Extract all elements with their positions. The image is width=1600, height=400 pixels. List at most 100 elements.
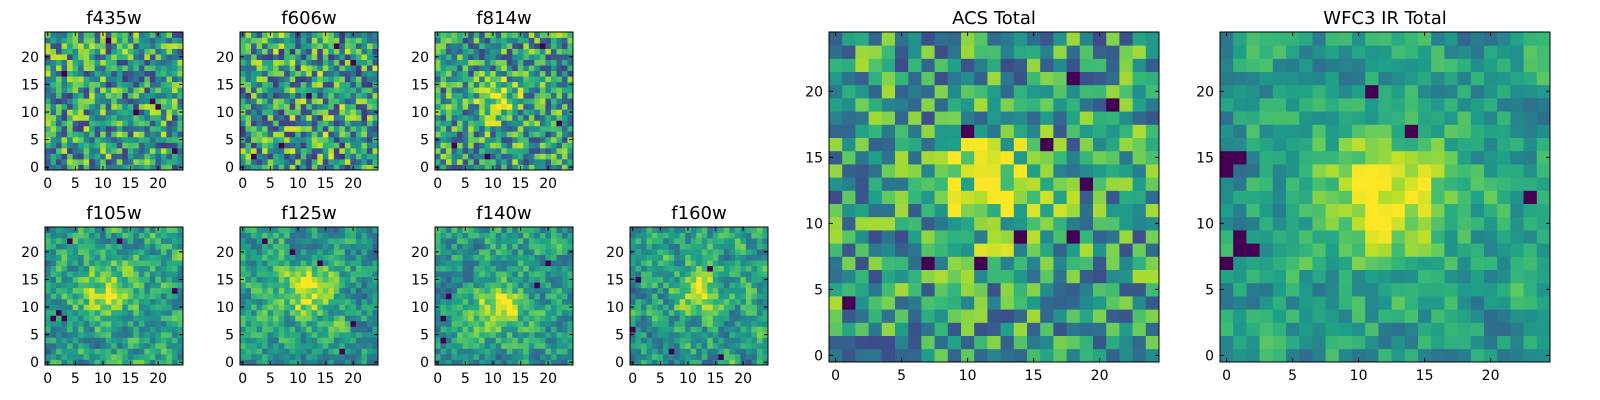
heatmap-cell <box>67 342 73 349</box>
heatmap-cell <box>284 298 291 305</box>
heatmap-cell <box>256 232 263 239</box>
heatmap-cell <box>50 249 57 255</box>
heatmap-cell <box>506 348 513 355</box>
heatmap-cell <box>517 98 524 105</box>
heatmap-cell <box>506 298 513 305</box>
heatmap-cell <box>723 260 730 267</box>
heatmap-cell <box>729 243 736 250</box>
heatmap-cell <box>251 359 257 366</box>
heatmap-cell <box>506 92 513 99</box>
heatmap-cell <box>1066 190 1081 204</box>
heatmap-cell <box>829 177 843 191</box>
heatmap-cell <box>495 260 502 267</box>
heatmap-cell <box>696 331 703 338</box>
heatmap-cell <box>550 76 557 83</box>
heatmap-cell <box>523 238 530 244</box>
heatmap-cell <box>122 359 129 366</box>
heatmap-cell <box>987 150 1001 165</box>
heatmap-cell <box>1066 309 1081 323</box>
heatmap-cell <box>685 326 692 333</box>
heatmap-cell <box>517 254 524 261</box>
heatmap-cell <box>111 158 118 165</box>
heatmap-cell <box>56 59 62 66</box>
heatmap-cell <box>127 37 134 44</box>
heatmap-cell <box>440 164 447 171</box>
heatmap-cell <box>155 136 162 143</box>
heatmap-cell <box>457 142 463 149</box>
heatmap-cell <box>479 254 486 261</box>
heatmap-cell <box>105 81 112 88</box>
heatmap-cell <box>72 54 79 60</box>
heatmap-cell <box>921 322 935 336</box>
heatmap-cell <box>1053 203 1067 218</box>
heatmap-cell <box>155 103 162 110</box>
heatmap-cell <box>116 43 123 49</box>
heatmap-cell <box>652 249 658 255</box>
heatmap-cell <box>473 37 480 44</box>
heatmap-cell <box>160 315 167 322</box>
heatmap-cell <box>512 249 519 255</box>
heatmap-cell <box>155 109 162 116</box>
heatmap-cell <box>289 232 296 239</box>
heatmap-cell <box>446 282 452 289</box>
heatmap-cell <box>295 136 302 143</box>
heatmap-cell <box>561 98 568 105</box>
heatmap-cell <box>567 260 574 267</box>
heatmap-cell <box>506 114 513 121</box>
heatmap-cell <box>67 298 73 305</box>
heatmap-cell <box>635 309 642 316</box>
heatmap-cell <box>61 254 68 261</box>
heatmap-cell <box>1079 269 1094 284</box>
heatmap-cell <box>350 353 357 360</box>
heatmap-cell <box>534 70 541 77</box>
heatmap-cell <box>322 353 329 360</box>
heatmap-cell <box>534 298 541 305</box>
heatmap-cell <box>350 81 357 88</box>
heatmap-cell <box>567 142 574 149</box>
heatmap-cell <box>457 298 463 305</box>
heatmap-cell <box>457 304 463 311</box>
heatmap-cell <box>366 315 373 322</box>
heatmap-cell <box>462 331 469 338</box>
heatmap-cell <box>512 260 519 267</box>
heatmap-cell <box>94 320 101 327</box>
heatmap-cell <box>78 76 85 83</box>
heatmap-cell <box>561 76 568 83</box>
heatmap-cell <box>56 120 62 127</box>
heatmap-cell <box>987 282 1001 297</box>
heatmap-cell <box>1132 348 1147 363</box>
heatmap-cell <box>652 260 658 267</box>
heatmap-cell <box>1132 190 1147 204</box>
heatmap-cell <box>674 293 681 300</box>
heatmap-cell <box>306 287 313 294</box>
heatmap-cell <box>868 296 883 310</box>
heatmap-cell <box>83 54 90 60</box>
heatmap-cell <box>45 70 51 77</box>
heatmap-cell <box>457 315 463 322</box>
heatmap-cell <box>506 238 513 244</box>
heatmap-cell <box>987 322 1001 336</box>
heatmap-cell <box>339 298 346 305</box>
heatmap-cell <box>116 32 123 38</box>
heatmap-cell <box>177 282 184 289</box>
heatmap-cell <box>668 304 675 311</box>
heatmap-cell <box>663 298 670 305</box>
heatmap-cell <box>1027 322 1041 336</box>
heatmap-cell <box>339 32 346 38</box>
heatmap-cell <box>127 120 134 127</box>
heatmap-cell <box>311 276 318 283</box>
heatmap-cell <box>289 103 296 110</box>
heatmap-cell <box>306 136 313 143</box>
heatmap-cell <box>56 320 62 327</box>
heatmap-cell <box>267 76 274 83</box>
heatmap-cell <box>50 136 57 143</box>
heatmap-cell <box>245 320 252 327</box>
heatmap-cell <box>94 342 101 349</box>
heatmap-cell <box>100 147 107 154</box>
heatmap-cell <box>440 265 447 272</box>
heatmap-cell <box>868 335 883 350</box>
heatmap-cell <box>333 59 340 66</box>
heatmap-cell <box>262 282 268 289</box>
heatmap-cell <box>317 249 324 255</box>
heatmap-cell <box>278 131 285 138</box>
